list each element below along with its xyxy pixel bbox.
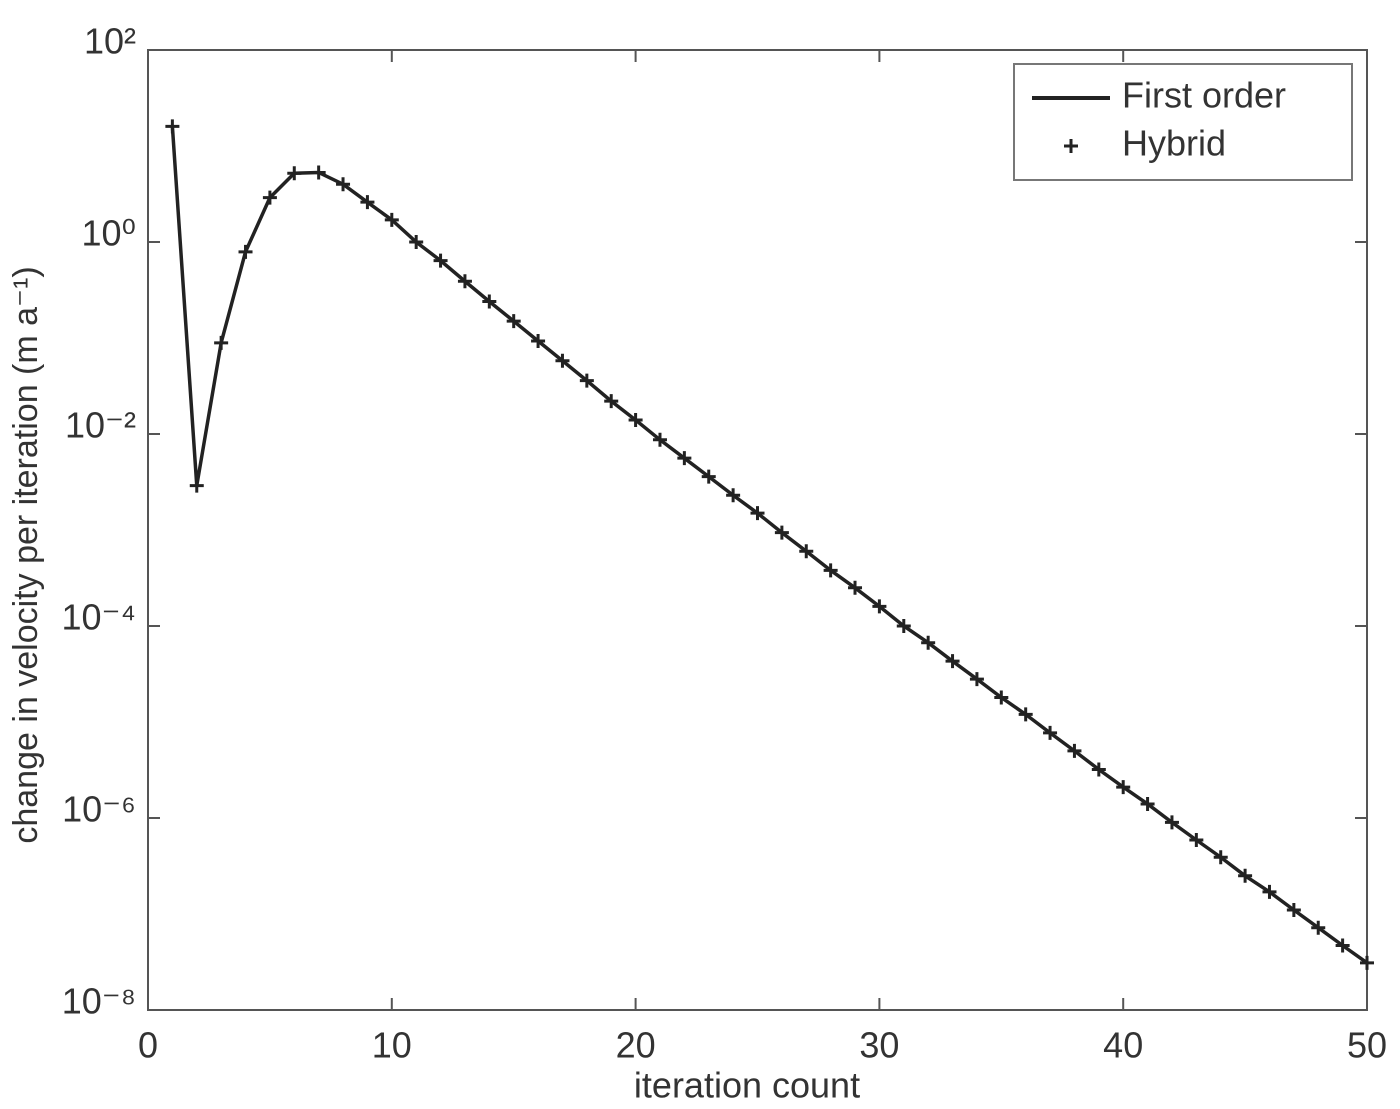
y-axis-label: change in velocity per iteration (m a⁻¹) xyxy=(7,266,45,843)
marker xyxy=(1164,815,1179,830)
marker xyxy=(1238,868,1253,883)
marker xyxy=(604,394,619,409)
marker xyxy=(1311,920,1326,935)
marker xyxy=(384,212,399,227)
x-tick-label: 10 xyxy=(372,1025,412,1066)
marker xyxy=(774,525,789,540)
marker xyxy=(848,580,863,595)
y-tick-label: 10⁻⁴ xyxy=(61,597,136,638)
legend-box xyxy=(1013,63,1353,181)
line xyxy=(170,126,1369,965)
marker xyxy=(969,672,984,687)
marker xyxy=(336,177,351,192)
x-tick-label: 40 xyxy=(1103,1025,1143,1066)
marker xyxy=(872,599,887,614)
y-tick-label: 10² xyxy=(84,21,136,62)
marker xyxy=(1067,743,1082,758)
marker xyxy=(823,563,838,578)
marker xyxy=(262,190,277,205)
marker xyxy=(726,488,741,503)
marker xyxy=(1189,832,1204,847)
marker xyxy=(1360,955,1374,970)
marker xyxy=(360,195,375,210)
marker xyxy=(1213,850,1228,865)
y-tick-label: 10⁰ xyxy=(82,213,136,254)
marker xyxy=(1140,796,1155,811)
marker xyxy=(1286,903,1301,918)
marker xyxy=(287,166,302,181)
marker xyxy=(579,373,594,388)
x-tick-label: 0 xyxy=(138,1025,158,1066)
marker xyxy=(628,412,643,427)
marker xyxy=(214,335,229,350)
x-tick-label: 20 xyxy=(616,1025,656,1066)
legend-marker xyxy=(1064,139,1078,153)
marker xyxy=(433,253,448,268)
marker xyxy=(677,451,692,466)
x-axis-label: iteration count xyxy=(634,1065,860,1106)
marker xyxy=(1262,884,1277,899)
x-tick-label: 30 xyxy=(859,1025,899,1066)
marker xyxy=(921,635,936,650)
marker xyxy=(189,478,204,493)
marker xyxy=(457,274,472,289)
legend-label: Hybrid xyxy=(1122,123,1226,164)
y-tick-label: 10⁻² xyxy=(65,405,136,446)
marker xyxy=(701,469,716,484)
marker xyxy=(1091,762,1106,777)
marker xyxy=(652,432,667,447)
y-tick-label: 10⁻⁶ xyxy=(62,789,136,830)
marker xyxy=(531,334,546,349)
marker xyxy=(945,654,960,669)
marker xyxy=(311,165,326,180)
marker xyxy=(1018,707,1033,722)
marker xyxy=(555,353,570,368)
x-tick-label: 50 xyxy=(1347,1025,1387,1066)
marker xyxy=(1043,725,1058,740)
marker xyxy=(799,544,814,559)
marker xyxy=(238,244,253,259)
marker xyxy=(1335,938,1350,953)
marker xyxy=(994,690,1009,705)
plot-frame xyxy=(147,49,1368,1011)
marker xyxy=(482,294,497,309)
marker xyxy=(409,235,424,249)
marker xyxy=(506,314,521,329)
y-tick-label: 10⁻⁸ xyxy=(62,981,136,1022)
legend-label: First order xyxy=(1122,75,1286,116)
marker xyxy=(750,506,765,521)
marker xyxy=(165,119,180,134)
marker xyxy=(896,619,911,633)
marker xyxy=(1116,780,1131,795)
